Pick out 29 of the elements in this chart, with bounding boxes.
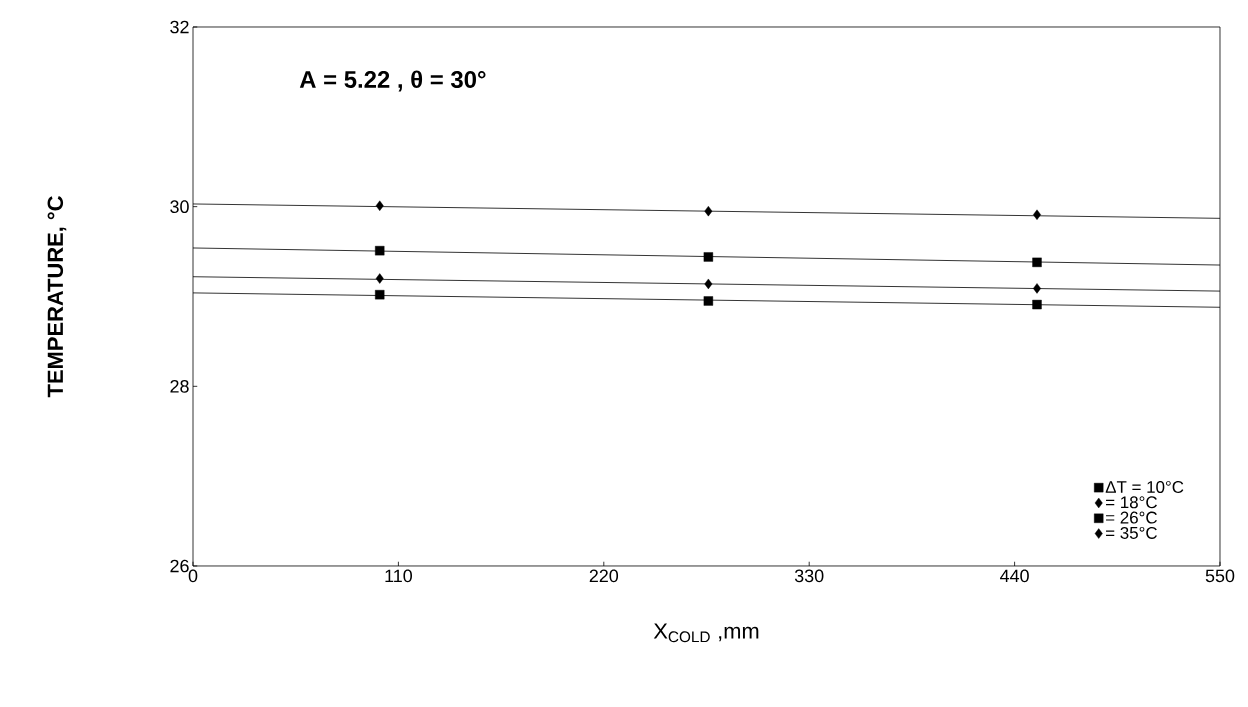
x-tick-label: 440: [1000, 569, 1029, 583]
legend-label: ΔT = 10°C: [1105, 480, 1184, 493]
point: [375, 200, 384, 211]
x-tick-label: 110: [385, 569, 413, 583]
x-tick-label: 220: [589, 569, 619, 583]
legend-label: = 26°C: [1106, 511, 1157, 524]
y-tick-label: 30: [170, 200, 189, 213]
x-axis-title: X$_{COLD}$ ,mm: [653, 623, 759, 643]
x-tick-label: 330: [794, 569, 824, 583]
legend-label: = 18°C: [1106, 496, 1157, 509]
x-tick-label: 550: [1205, 569, 1235, 583]
legend-label: = 35°C: [1106, 526, 1157, 539]
y-axis-title: TEMPERATURE, °C: [47, 196, 67, 398]
annotation: A = 5.22 , θ = 30°: [299, 70, 486, 92]
y-tick-label: 28: [170, 379, 189, 393]
point: [375, 245, 385, 256]
point: [1033, 283, 1041, 294]
point: [704, 278, 713, 290]
point: [703, 252, 714, 262]
point: [375, 273, 384, 284]
point: [375, 290, 385, 300]
y-tick-label: 32: [170, 20, 189, 34]
point: [1033, 209, 1041, 220]
point: [703, 296, 714, 306]
point: [1032, 299, 1042, 310]
y-tick-label: 26: [170, 559, 189, 573]
point: [704, 205, 713, 217]
x-tick-label: 0: [188, 569, 198, 583]
point: [1032, 257, 1042, 268]
